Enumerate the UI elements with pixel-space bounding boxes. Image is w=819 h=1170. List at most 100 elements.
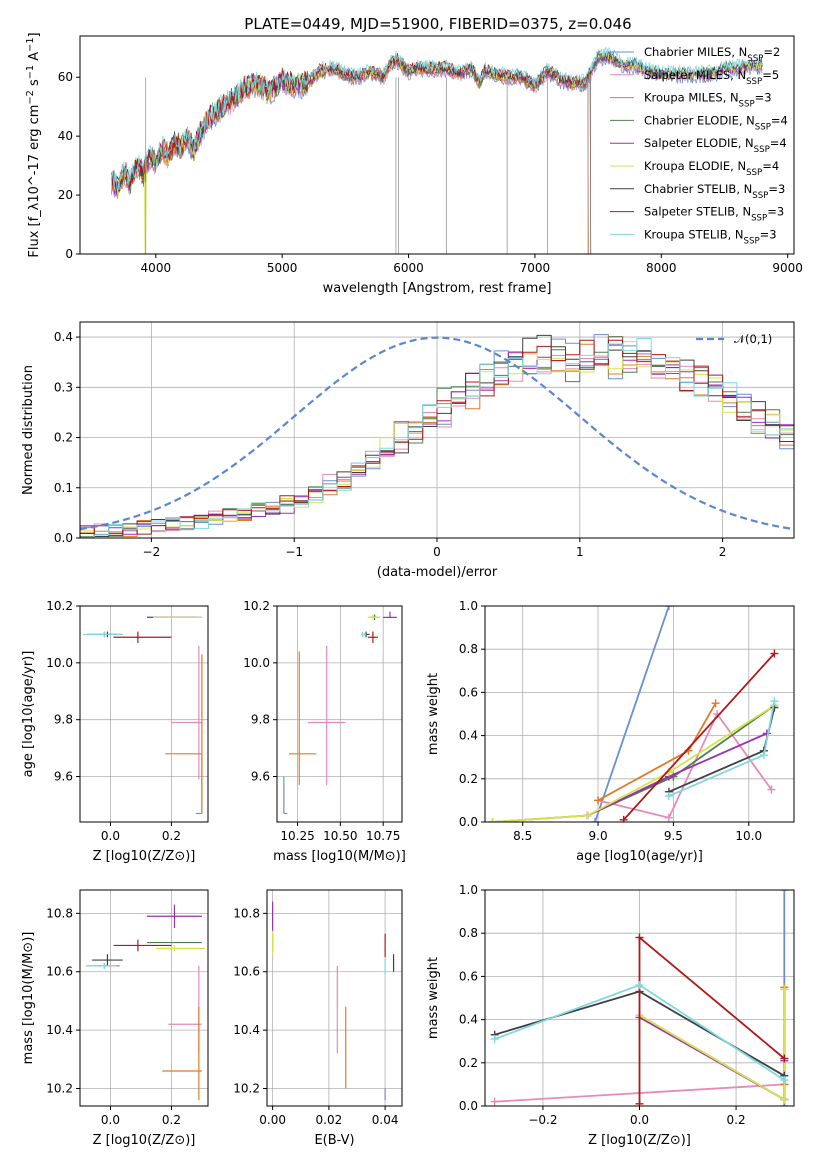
x-axis-label: Z [log10(Z/Z⊙)] bbox=[93, 1133, 196, 1148]
y-tick-label: 10.4 bbox=[46, 1023, 73, 1037]
y-tick-label: 0.0 bbox=[459, 815, 478, 829]
x-tick-label: 4000 bbox=[141, 261, 172, 275]
legend-entry: Salpeter ELODIE, NSSP=4 bbox=[644, 136, 787, 155]
y-tick-label: 10.4 bbox=[233, 1023, 260, 1037]
y-tick-label: 10.0 bbox=[243, 656, 270, 670]
errorbar-point bbox=[283, 776, 288, 815]
y-axis-label: mass weight bbox=[426, 957, 441, 1039]
spectrum-line bbox=[111, 52, 763, 254]
y-tick-label: 9.8 bbox=[251, 713, 270, 727]
y-axis-label: age [log10(age/yr)] bbox=[21, 651, 36, 778]
spectrum-axes: 4000 5000 6000 7000 8000 9000 0 20 40 60 wavelengt… bbox=[25, 32, 803, 296]
errorbar-point bbox=[307, 645, 346, 786]
figure-title: PLATE=0449, MJD=51900, FIBERID=0375, z=0… bbox=[244, 15, 631, 33]
errorbar-point bbox=[83, 631, 123, 638]
errorbar-point bbox=[86, 962, 117, 969]
legend-entry: Kroupa MILES, NSSP=3 bbox=[644, 91, 772, 110]
x-tick-label: 2 bbox=[719, 545, 727, 559]
y-tick-label: 40 bbox=[58, 129, 73, 143]
y-tick-label: 0.3 bbox=[54, 380, 73, 394]
y-tick-label: 0.2 bbox=[54, 431, 73, 445]
y-tick-label: 1.0 bbox=[459, 599, 478, 613]
y-tick-label: 10.6 bbox=[46, 965, 73, 979]
y-tick-label: 10.2 bbox=[233, 1081, 260, 1095]
errorbar-point bbox=[162, 1006, 202, 1101]
legend-entry: Kroupa ELODIE, NSSP=4 bbox=[644, 159, 779, 178]
legend-entry: Chabrier STELIB, NSSP=3 bbox=[644, 182, 785, 201]
age-vs-Z-marks bbox=[83, 616, 203, 815]
y-tick-label: 0.6 bbox=[459, 685, 478, 699]
errorbar-point bbox=[147, 904, 202, 928]
errorbar-point bbox=[92, 954, 123, 966]
y-tick-label: 0.1 bbox=[54, 481, 73, 495]
x-tick-label: 0.0 bbox=[101, 829, 120, 843]
x-tick-label: 1 bbox=[576, 545, 584, 559]
x-axis-label: wavelength [Angstrom, rest frame] bbox=[323, 281, 552, 296]
x-axis-label: age [log10(age/yr)] bbox=[576, 849, 703, 864]
x-tick-label: −2 bbox=[143, 545, 161, 559]
x-tick-label: 0.2 bbox=[162, 829, 181, 843]
y-tick-label: 10.6 bbox=[233, 965, 260, 979]
mass-vs-Z-marks bbox=[86, 904, 205, 1101]
mass-weight-vs-age-axes: 8.5 9.0 9.5 10.0 0.0 0.2 0.4 0.6 0.8 1.0 age [log1… bbox=[426, 599, 795, 864]
errorbar-point bbox=[156, 945, 205, 952]
age-vs-mass-frame bbox=[276, 605, 403, 823]
x-tick-label: 0.2 bbox=[727, 1113, 746, 1127]
x-tick-label: 10.50 bbox=[323, 829, 357, 843]
x-tick-label: 10.75 bbox=[366, 829, 400, 843]
errorbar-point bbox=[113, 631, 172, 643]
errorbar-point bbox=[360, 631, 367, 638]
weight-series bbox=[664, 703, 779, 796]
x-tick-label: −0.2 bbox=[528, 1113, 557, 1127]
y-tick-label: 10.2 bbox=[243, 599, 270, 613]
weight-series bbox=[594, 710, 776, 822]
errorbar-point bbox=[383, 611, 397, 618]
legend-entry: Kroupa STELIB, NSSP=3 bbox=[644, 227, 777, 246]
x-tick-label: 0.04 bbox=[372, 1113, 399, 1127]
weight-series bbox=[619, 649, 779, 822]
mass-weight-vs-Z-axes: −0.2 0.0 0.2 0.0 0.2 0.4 0.6 0.8 1.0 Z [log10(Z/Z… bbox=[426, 883, 795, 1148]
y-axis-label: mass weight bbox=[426, 673, 441, 755]
spectrum-marks bbox=[111, 46, 763, 254]
x-tick-label: 9.5 bbox=[664, 829, 683, 843]
y-tick-label: 9.8 bbox=[54, 713, 73, 727]
x-axis-label: (data-model)/error bbox=[377, 565, 498, 580]
age-vs-Z-frame bbox=[79, 605, 209, 823]
y-tick-label: 0.4 bbox=[54, 330, 73, 344]
weight-series bbox=[635, 933, 789, 1106]
x-tick-label: −1 bbox=[285, 545, 303, 559]
normal-curve bbox=[80, 336, 794, 531]
y-tick-label: 0.2 bbox=[459, 772, 478, 786]
mass-weight-vs-age-marks bbox=[488, 606, 779, 822]
x-tick-label: 10.0 bbox=[735, 829, 762, 843]
y-tick-label: 0.4 bbox=[459, 1013, 478, 1027]
age-vs-mass-axes: 10.25 10.50 10.75 9.6 9.8 10.0 10.2 mass [log10… bbox=[243, 599, 406, 864]
x-axis-label: Z [log10(Z/Z⊙)] bbox=[588, 1133, 691, 1148]
x-tick-label: 9.0 bbox=[589, 829, 608, 843]
y-tick-label: 0 bbox=[65, 247, 73, 261]
mass-vs-ebv-marks bbox=[272, 901, 395, 1101]
errorbar-point bbox=[367, 631, 379, 643]
plot-layer: 4000 5000 6000 7000 8000 90000204060wavelengt… bbox=[21, 32, 803, 1148]
errorbar-point bbox=[168, 965, 202, 1054]
residual-histogram-marks bbox=[80, 334, 794, 538]
mass-vs-Z-axes: 0.0 0.2 10.2 10.4 10.6 10.8 Z [log10(Z/Z⊙)] mas… bbox=[21, 889, 209, 1148]
legend-entry: Chabrier ELODIE, NSSP=4 bbox=[644, 113, 788, 132]
y-tick-label: 10.8 bbox=[46, 906, 73, 920]
histogram-step bbox=[80, 339, 794, 538]
x-tick-label: 8000 bbox=[646, 261, 677, 275]
y-tick-label: 0.8 bbox=[459, 642, 478, 656]
x-axis-label: mass [log10(M/M⊙)] bbox=[273, 849, 406, 864]
y-tick-label: 9.6 bbox=[54, 770, 73, 784]
x-axis-label: E(B-V) bbox=[314, 1133, 354, 1148]
errorbar-point bbox=[288, 651, 317, 786]
x-tick-label: 0 bbox=[433, 545, 441, 559]
errorbar-point bbox=[367, 614, 380, 621]
spectrum-line bbox=[111, 58, 763, 254]
y-tick-label: 0.2 bbox=[459, 1056, 478, 1070]
age-vs-Z-axes: 0.0 0.2 9.6 9.8 10.0 10.2 Z [log10(Z/Z⊙)] age [… bbox=[21, 599, 209, 864]
y-tick-label: 0.6 bbox=[459, 969, 478, 983]
x-axis-label: Z [log10(Z/Z⊙)] bbox=[93, 849, 196, 864]
weight-series bbox=[664, 697, 779, 801]
